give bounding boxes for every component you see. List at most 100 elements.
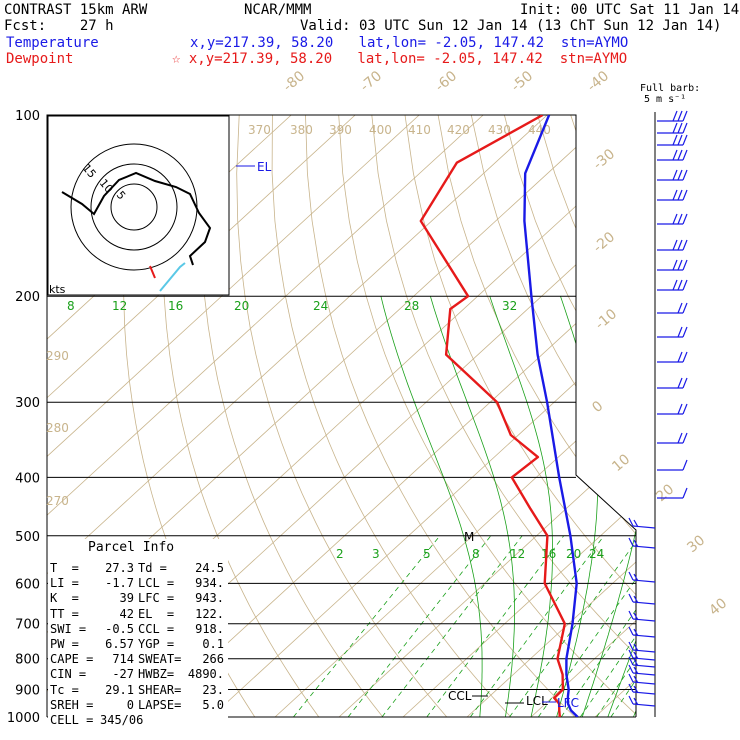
parcel-param-name: SWEAT= bbox=[138, 652, 182, 667]
theta-label: 270 bbox=[46, 494, 69, 508]
parcel-param-name: Td = bbox=[138, 561, 167, 575]
wind-barb bbox=[628, 649, 656, 661]
wind-barb bbox=[628, 673, 656, 685]
isotherm-line bbox=[47, 115, 356, 717]
ccl-label: CCL bbox=[448, 689, 472, 703]
wind-barb bbox=[657, 326, 688, 338]
parcel-param-value: 122. bbox=[195, 606, 224, 621]
wind-barb bbox=[657, 259, 688, 271]
wind-barb bbox=[628, 571, 656, 583]
parcel-param-name: SREH = bbox=[50, 697, 94, 712]
isotherm-line bbox=[466, 115, 636, 717]
pressure-tick-label: 500 bbox=[15, 530, 40, 545]
mixing-ratio-line bbox=[579, 535, 636, 717]
barb-scale-unit: 5 m s⁻¹ bbox=[644, 94, 687, 105]
parcel-param-value: 27.3 bbox=[105, 561, 134, 575]
parcel-param-value: 42 bbox=[119, 606, 134, 621]
isotherm-line bbox=[402, 115, 636, 717]
parcel-param-name: CELL = bbox=[50, 713, 94, 727]
parcel-param-value: 5.0 bbox=[202, 697, 224, 712]
wind-barb bbox=[657, 279, 688, 291]
isotherm-label: -10 bbox=[592, 306, 620, 333]
isotherm-label: 30 bbox=[684, 532, 708, 556]
pressure-tick-label: 400 bbox=[15, 471, 40, 486]
wind-barb bbox=[657, 239, 688, 251]
wind-barb bbox=[657, 149, 688, 161]
mixing-ratio-label: 12 bbox=[112, 299, 127, 313]
parcel-param-value: 0 bbox=[126, 697, 134, 712]
isotherm-line bbox=[274, 115, 636, 717]
dry-adiabat-line bbox=[371, 115, 636, 717]
parcel-param-value: -0.5 bbox=[105, 621, 134, 636]
dry-adiabat-line bbox=[504, 115, 636, 717]
wind-barb bbox=[657, 459, 688, 471]
melting-level-label: M bbox=[464, 530, 474, 544]
mixing-ratio-line bbox=[610, 535, 636, 717]
dewpoint-location: ☆ x,y=217.39, 58.20 lat,lon= -2.05, 147.… bbox=[172, 51, 628, 67]
wind-barb bbox=[628, 664, 656, 676]
parcel-param-name: CIN = bbox=[50, 667, 87, 682]
isotherm-label: -70 bbox=[357, 68, 385, 95]
wind-barb bbox=[657, 169, 688, 181]
isotherm-label: -50 bbox=[508, 68, 536, 95]
parcel-param-value: 39 bbox=[119, 591, 134, 606]
el-label: EL bbox=[257, 160, 272, 174]
wind-barb bbox=[628, 626, 656, 638]
mixing-ratio-line bbox=[469, 535, 605, 717]
wind-barb bbox=[657, 351, 688, 363]
parcel-param-value: 934. bbox=[195, 576, 224, 591]
theta-label: 440 bbox=[528, 123, 551, 137]
wind-barb bbox=[657, 377, 688, 389]
dry-adiabat-line bbox=[737, 115, 740, 730]
mixing-ratio-line bbox=[560, 535, 636, 717]
mixing-ratio-line bbox=[381, 535, 523, 717]
parcel-param-value: 29.1 bbox=[105, 682, 134, 697]
moist-adiabat-line bbox=[633, 296, 636, 717]
wind-barb bbox=[657, 302, 688, 314]
parcel-param-name: T = bbox=[50, 561, 79, 575]
temperature-location: x,y=217.39, 58.20 lat,lon= -2.05, 147.42… bbox=[190, 35, 629, 51]
parcel-param-name: LI = bbox=[50, 576, 79, 591]
mixing-ratio-line bbox=[347, 535, 492, 717]
valid-time: Valid: 03 UTC Sun 12 Jan 14 (13 ChT Sun … bbox=[300, 18, 722, 34]
parcel-param-value: 4890. bbox=[187, 667, 224, 682]
isotherm-line bbox=[146, 115, 636, 717]
dry-adiabat-line bbox=[338, 115, 636, 717]
parcel-param-name: YGP = bbox=[138, 637, 175, 651]
isotherm-line bbox=[723, 115, 740, 717]
dry-adiabat-line bbox=[470, 115, 636, 717]
wind-barb bbox=[628, 610, 656, 622]
dewpoint-legend: Dewpoint bbox=[6, 51, 74, 67]
parcel-param-name: LAPSE= bbox=[138, 697, 182, 712]
theta-label: 420 bbox=[447, 123, 470, 137]
parcel-param-name: TT = bbox=[50, 606, 79, 621]
title-text: CONTRAST 15km ARW bbox=[4, 2, 148, 18]
wind-barb bbox=[628, 593, 656, 605]
dry-adiabat-line bbox=[670, 115, 740, 730]
mixing-ratio-label: 2 bbox=[336, 547, 344, 561]
dry-adiabat-line bbox=[199, 115, 394, 717]
isotherm-line bbox=[594, 115, 636, 717]
parcel-param-value: 266 bbox=[202, 652, 224, 667]
wind-barb bbox=[628, 683, 656, 695]
dry-adiabat-line bbox=[271, 115, 524, 717]
hodograph-frame bbox=[47, 115, 230, 296]
wind-barb bbox=[657, 432, 688, 444]
parcel-param-value: 24.5 bbox=[195, 561, 224, 575]
mixing-ratio-line bbox=[509, 535, 636, 717]
wind-barb bbox=[657, 110, 688, 122]
dry-adiabat-line bbox=[162, 115, 329, 717]
parcel-param-name: HWBZ= bbox=[138, 667, 175, 682]
isotherm-label: -60 bbox=[432, 68, 460, 95]
hodograph-unit: kts bbox=[49, 283, 66, 296]
isotherm-label: -40 bbox=[584, 68, 612, 95]
isotherm-label: -30 bbox=[590, 146, 618, 173]
parcel-param-value: 345/06 bbox=[100, 713, 144, 727]
dewpoint-profile bbox=[419, 115, 566, 717]
lcl-label: LCL bbox=[526, 694, 548, 708]
dry-adiabat-line bbox=[437, 115, 636, 717]
parcel-param-value: 943. bbox=[195, 591, 224, 606]
wind-barb bbox=[657, 134, 688, 146]
wind-barb bbox=[657, 122, 688, 134]
mixing-ratio-line bbox=[537, 535, 636, 717]
